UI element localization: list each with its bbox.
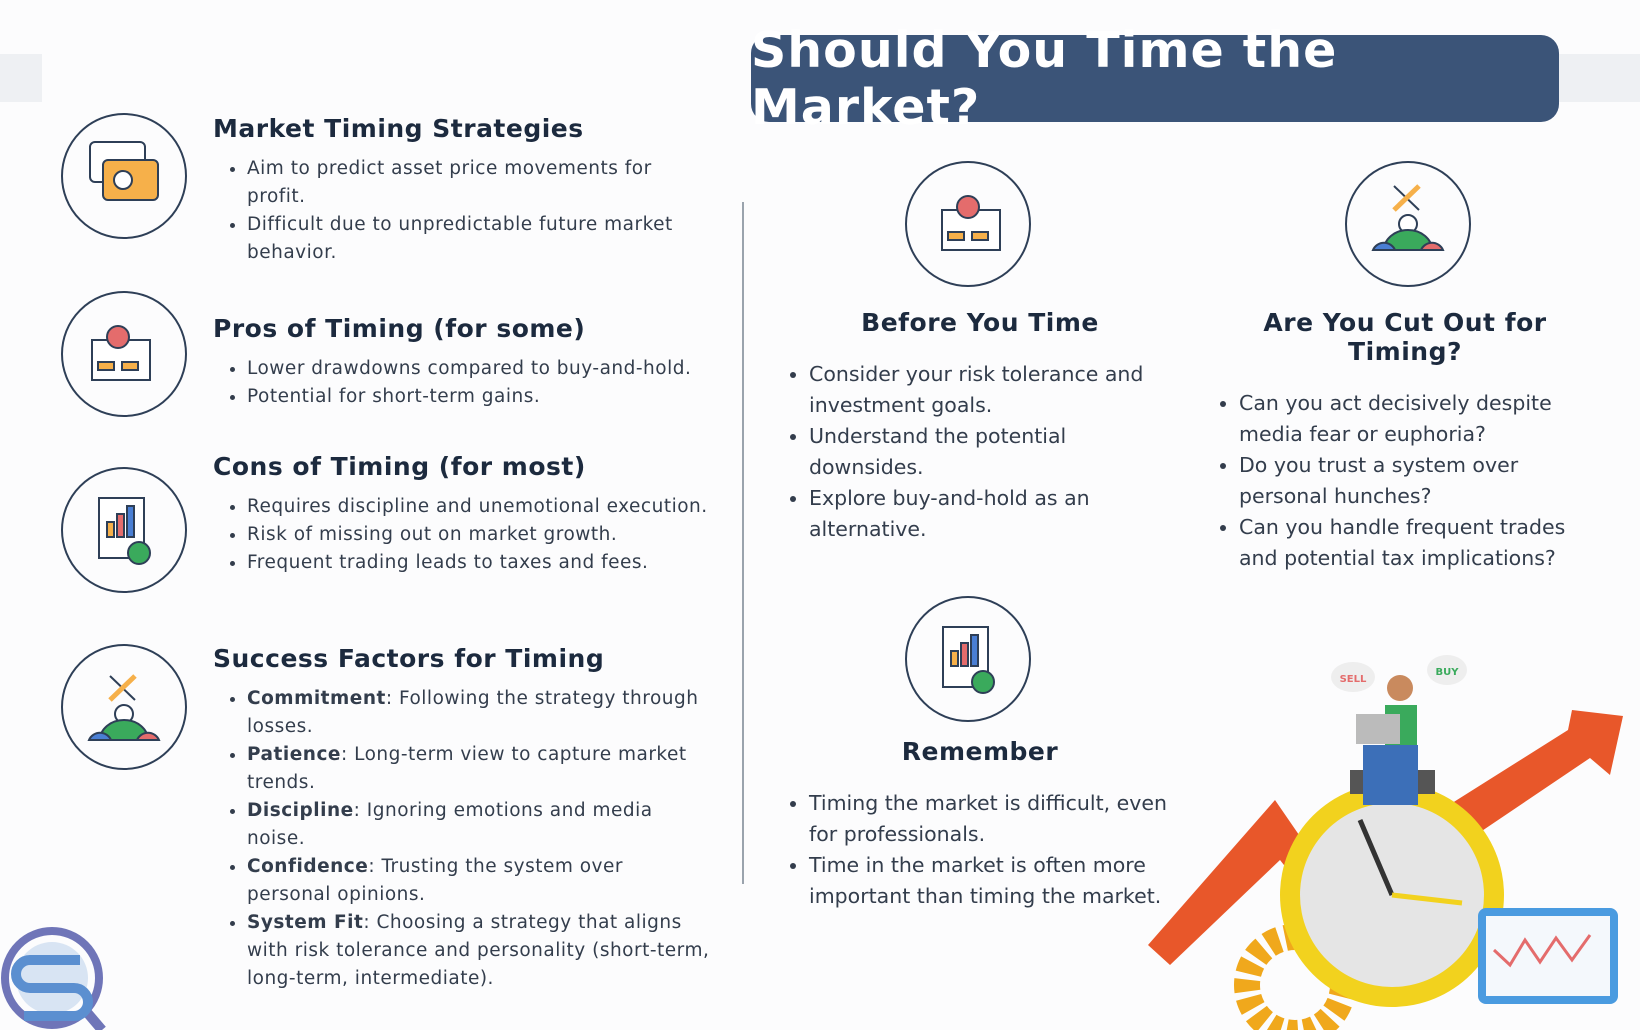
- bullet-list: Timing the market is difficult, even for…: [775, 788, 1185, 912]
- bullet-text: : Choosing a strategy that aligns with r…: [247, 912, 710, 989]
- bullet-term: System Fit: [247, 912, 364, 933]
- bullet: Confidence: Trusting the system over per…: [247, 853, 713, 909]
- bullet-term: Discipline: [247, 800, 354, 821]
- bullet: Timing the market is difficult, even for…: [809, 788, 1185, 850]
- bullet-text: Aim to predict asset price movements for…: [247, 158, 652, 207]
- bullet-text: : Ignoring emotions and media noise.: [247, 800, 653, 849]
- bullet-list: Requires discipline and unemotional exec…: [213, 493, 713, 577]
- bullet: Potential for short-term gains.: [247, 383, 713, 411]
- side-tab: [0, 54, 42, 102]
- bullet-text: Time in the market is often more importa…: [809, 853, 1162, 908]
- bullet-term: Confidence: [247, 856, 369, 877]
- bullet-text: Explore buy-and-hold as an alternative.: [809, 486, 1090, 541]
- bullet-list: Consider your risk tolerance and investm…: [775, 359, 1185, 545]
- bullet: Frequent trading leads to taxes and fees…: [247, 549, 713, 577]
- section-heading: Success Factors for Timing: [213, 644, 605, 673]
- sell-bubble: SELL: [1340, 674, 1367, 685]
- bullet-text: Can you handle frequent trades and poten…: [1239, 515, 1566, 570]
- bullet: Risk of missing out on market growth.: [247, 521, 713, 549]
- section-heading: Are You Cut Out for Timing?: [1263, 308, 1547, 366]
- side-tab: [1559, 54, 1640, 102]
- bullet: Discipline: Ignoring emotions and media …: [247, 797, 713, 853]
- section: Remember Timing the market is difficult, …: [775, 737, 1185, 912]
- bullet-text: : Long-term view to capture market trend…: [247, 744, 687, 793]
- bullet: Can you act decisively despite media fea…: [1239, 388, 1605, 450]
- bullet-text: Difficult due to unpredictable future ma…: [247, 214, 673, 263]
- bullet-text: Do you trust a system over personal hunc…: [1239, 453, 1519, 508]
- bullet: Time in the market is often more importa…: [809, 850, 1185, 912]
- bullet-text: Lower drawdowns compared to buy-and-hold…: [247, 358, 692, 379]
- bullet-text: Risk of missing out on market growth.: [247, 524, 618, 545]
- buy-bubble: BUY: [1436, 667, 1460, 678]
- section: Success Factors for Timing Commitment: Fo…: [213, 644, 713, 993]
- bullet-list: Commitment: Following the strategy throu…: [213, 685, 713, 993]
- bullet: Aim to predict asset price movements for…: [247, 155, 713, 211]
- bullet-list: Can you act decisively despite media fea…: [1205, 388, 1605, 574]
- bullet: System Fit: Choosing a strategy that ali…: [247, 909, 713, 993]
- section: Cons of Timing (for most) Requires discip…: [213, 452, 713, 577]
- bullet: Explore buy-and-hold as an alternative.: [809, 483, 1185, 545]
- section-heading: Remember: [901, 737, 1059, 766]
- bullet-term: Patience: [247, 744, 341, 765]
- bullet-text: : Trusting the system over personal opin…: [247, 856, 623, 905]
- bullet-text: Requires discipline and unemotional exec…: [247, 496, 708, 517]
- section-heading: Market Timing Strategies: [213, 114, 584, 143]
- section: Before You Time Consider your risk tolera…: [775, 308, 1185, 545]
- bullet: Commitment: Following the strategy throu…: [247, 685, 713, 741]
- divider: [742, 202, 744, 884]
- bullet: Requires discipline and unemotional exec…: [247, 493, 713, 521]
- bullet: Consider your risk tolerance and investm…: [809, 359, 1185, 421]
- bullet-list: Lower drawdowns compared to buy-and-hold…: [213, 355, 713, 411]
- bullet: Difficult due to unpredictable future ma…: [247, 211, 713, 267]
- bullet: Can you handle frequent trades and poten…: [1239, 512, 1605, 574]
- bullet-text: Timing the market is difficult, even for…: [809, 791, 1167, 846]
- bullet-list: Aim to predict asset price movements for…: [213, 155, 713, 267]
- bullet-text: Can you act decisively despite media fea…: [1239, 391, 1552, 446]
- bullet-text: Understand the potential downsides.: [809, 424, 1067, 479]
- bullet-text: : Following the strategy through losses.: [247, 688, 699, 737]
- bullet: Understand the potential downsides.: [809, 421, 1185, 483]
- bullet: Lower drawdowns compared to buy-and-hold…: [247, 355, 713, 383]
- bullet: Patience: Long-term view to capture mark…: [247, 741, 713, 797]
- section-heading: Cons of Timing (for most): [213, 452, 586, 481]
- section: Market Timing Strategies Aim to predict a…: [213, 114, 713, 267]
- section: Pros of Timing (for some) Lower drawdowns…: [213, 314, 713, 411]
- bullet: Do you trust a system over personal hunc…: [1239, 450, 1605, 512]
- section: Are You Cut Out for Timing? Can you act d…: [1205, 308, 1605, 574]
- section-heading: Before You Time: [861, 308, 1099, 337]
- section-heading: Pros of Timing (for some): [213, 314, 586, 343]
- bullet-text: Consider your risk tolerance and investm…: [809, 362, 1144, 417]
- bullet-text: Frequent trading leads to taxes and fees…: [247, 552, 649, 573]
- bullet-text: Potential for short-term gains.: [247, 386, 541, 407]
- bullet-term: Commitment: [247, 688, 386, 709]
